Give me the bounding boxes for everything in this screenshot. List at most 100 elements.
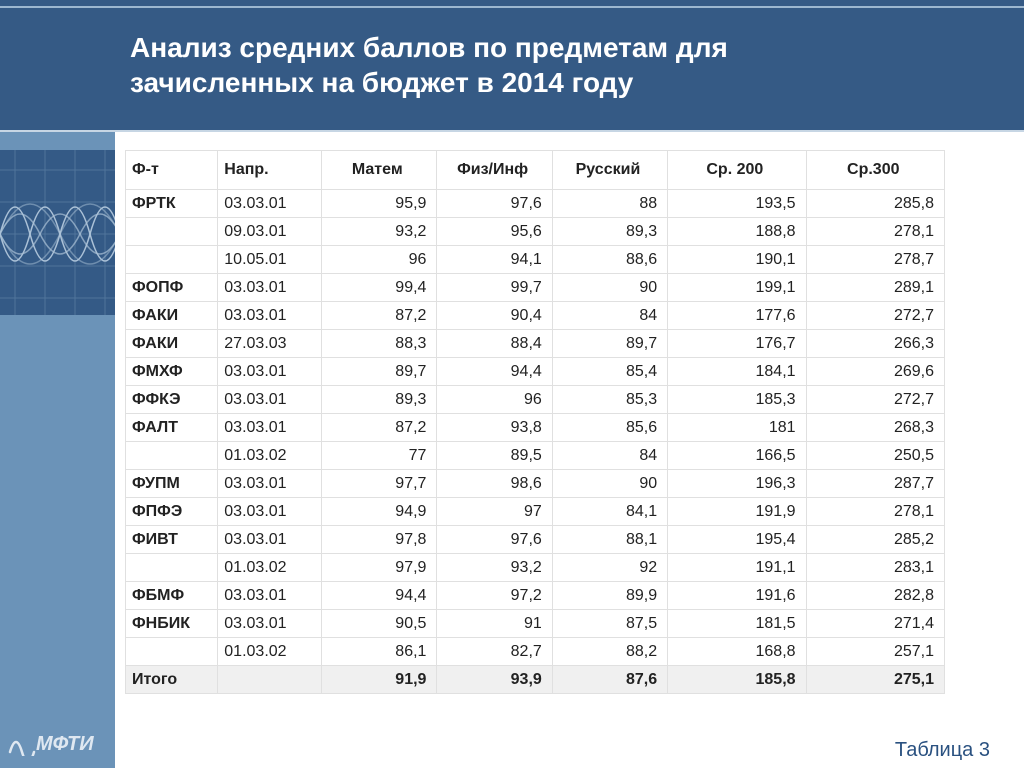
table-row: ФАКИ27.03.0388,388,489,7176,7266,3 (126, 330, 945, 358)
cell-value: 77 (322, 442, 437, 470)
total-napr (218, 666, 322, 694)
cell-value: 89,9 (552, 582, 667, 610)
total-russian: 87,6 (552, 666, 667, 694)
total-avg300: 275,1 (806, 666, 944, 694)
cell-value: 97,9 (322, 554, 437, 582)
cell-value: 268,3 (806, 414, 944, 442)
table-total-row: Итого 91,9 93,9 87,6 185,8 275,1 (126, 666, 945, 694)
cell-faculty: ФУПМ (126, 470, 218, 498)
cell-value: 89,5 (437, 442, 552, 470)
table-row: ФУПМ03.03.0197,798,690196,3287,7 (126, 470, 945, 498)
cell-value: 97 (437, 498, 552, 526)
cell-value: 86,1 (322, 638, 437, 666)
cell-faculty: ФРТК (126, 190, 218, 218)
cell-value: 93,8 (437, 414, 552, 442)
cell-value: 287,7 (806, 470, 944, 498)
wave-graphic (0, 150, 120, 315)
table-row: ФНБИК03.03.0190,59187,5181,5271,4 (126, 610, 945, 638)
cell-value: 278,1 (806, 218, 944, 246)
cell-value: 185,3 (668, 386, 806, 414)
cell-faculty: ФБМФ (126, 582, 218, 610)
cell-value: 278,7 (806, 246, 944, 274)
cell-direction: 01.03.02 (218, 554, 322, 582)
cell-value: 93,2 (322, 218, 437, 246)
cell-direction: 03.03.01 (218, 470, 322, 498)
cell-value: 168,8 (668, 638, 806, 666)
col-physinf: Физ/Инф (437, 151, 552, 190)
cell-direction: 03.03.01 (218, 358, 322, 386)
scores-table: Ф-т Напр. Матем Физ/Инф Русский Ср. 200 … (125, 150, 945, 694)
cell-value: 89,7 (322, 358, 437, 386)
cell-direction: 27.03.03 (218, 330, 322, 358)
content-panel: Ф-т Напр. Матем Физ/Инф Русский Ср. 200 … (115, 130, 1024, 768)
table-caption: Таблица 3 (895, 739, 990, 762)
cell-direction: 03.03.01 (218, 526, 322, 554)
cell-value: 88 (552, 190, 667, 218)
mipt-logo: МФТИ (8, 722, 108, 756)
cell-value: 89,7 (552, 330, 667, 358)
table-row: 01.03.0297,993,292191,1283,1 (126, 554, 945, 582)
cell-value: 94,4 (322, 582, 437, 610)
col-math: Матем (322, 151, 437, 190)
cell-value: 88,3 (322, 330, 437, 358)
cell-value: 96 (437, 386, 552, 414)
cell-direction: 01.03.02 (218, 638, 322, 666)
cell-value: 271,4 (806, 610, 944, 638)
col-avg300: Ср.300 (806, 151, 944, 190)
table-row: 10.05.019694,188,6190,1278,7 (126, 246, 945, 274)
cell-value: 85,4 (552, 358, 667, 386)
cell-value: 97,7 (322, 470, 437, 498)
cell-value: 91 (437, 610, 552, 638)
table-row: ФИВТ03.03.0197,897,688,1195,4285,2 (126, 526, 945, 554)
cell-value: 89,3 (322, 386, 437, 414)
top-rule (0, 0, 1024, 8)
cell-value: 181 (668, 414, 806, 442)
cell-value: 88,2 (552, 638, 667, 666)
cell-value: 82,7 (437, 638, 552, 666)
cell-value: 199,1 (668, 274, 806, 302)
cell-value: 285,8 (806, 190, 944, 218)
table-row: 09.03.0193,295,689,3188,8278,1 (126, 218, 945, 246)
cell-value: 84,1 (552, 498, 667, 526)
cell-value: 196,3 (668, 470, 806, 498)
cell-value: 184,1 (668, 358, 806, 386)
cell-value: 250,5 (806, 442, 944, 470)
cell-value: 85,6 (552, 414, 667, 442)
table-header-row: Ф-т Напр. Матем Физ/Инф Русский Ср. 200 … (126, 151, 945, 190)
cell-value: 87,5 (552, 610, 667, 638)
cell-value: 92 (552, 554, 667, 582)
col-avg200: Ср. 200 (668, 151, 806, 190)
cell-value: 94,1 (437, 246, 552, 274)
slide-title: Анализ средних баллов по предметам для з… (130, 30, 984, 100)
table-row: ФБМФ03.03.0194,497,289,9191,6282,8 (126, 582, 945, 610)
cell-value: 90 (552, 470, 667, 498)
table-row: ФРТК03.03.0195,997,688193,5285,8 (126, 190, 945, 218)
cell-value: 278,1 (806, 498, 944, 526)
cell-direction: 03.03.01 (218, 414, 322, 442)
cell-direction: 01.03.02 (218, 442, 322, 470)
cell-faculty: ФОПФ (126, 274, 218, 302)
cell-direction: 09.03.01 (218, 218, 322, 246)
cell-value: 269,6 (806, 358, 944, 386)
cell-value: 90,5 (322, 610, 437, 638)
cell-value: 95,9 (322, 190, 437, 218)
cell-value: 193,5 (668, 190, 806, 218)
cell-value: 84 (552, 302, 667, 330)
cell-value: 90 (552, 274, 667, 302)
cell-value: 285,2 (806, 526, 944, 554)
logo-text: МФТИ (36, 733, 94, 755)
cell-value: 93,2 (437, 554, 552, 582)
cell-value: 99,7 (437, 274, 552, 302)
cell-value: 85,3 (552, 386, 667, 414)
cell-faculty: ФАКИ (126, 302, 218, 330)
cell-value: 98,6 (437, 470, 552, 498)
total-label: Итого (126, 666, 218, 694)
cell-value: 89,3 (552, 218, 667, 246)
cell-direction: 03.03.01 (218, 610, 322, 638)
cell-value: 177,6 (668, 302, 806, 330)
cell-value: 97,2 (437, 582, 552, 610)
cell-faculty (126, 442, 218, 470)
cell-value: 96 (322, 246, 437, 274)
cell-faculty (126, 554, 218, 582)
cell-value: 266,3 (806, 330, 944, 358)
